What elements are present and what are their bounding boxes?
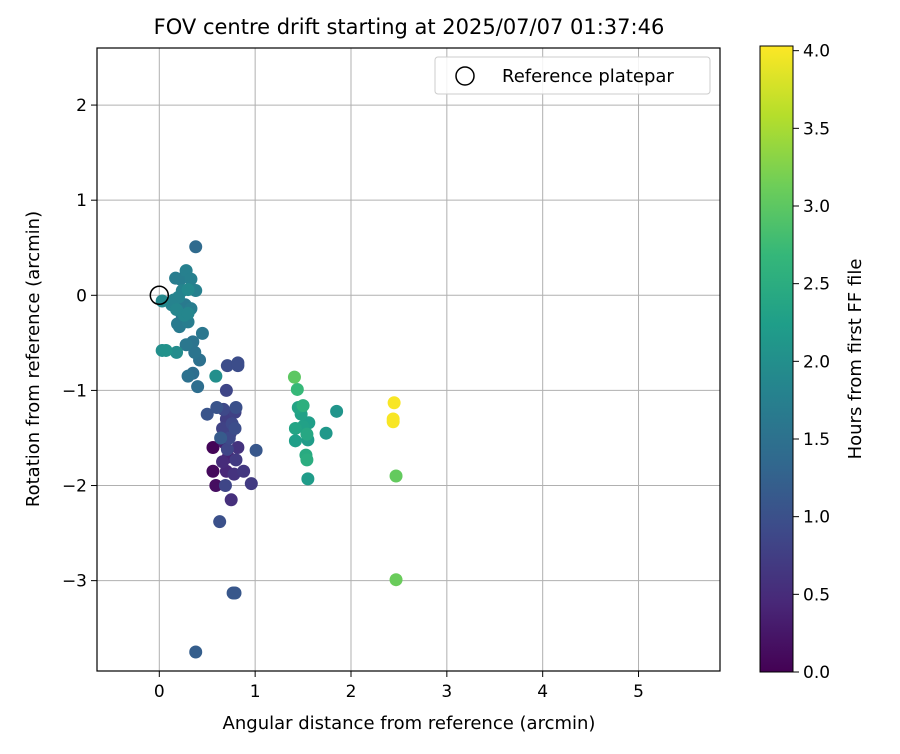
colorbar-tick-label: 3.5 <box>803 119 830 139</box>
x-tick-label: 4 <box>537 682 548 702</box>
data-point <box>237 464 251 478</box>
data-point <box>206 440 220 454</box>
colorbar-tick-label: 4.0 <box>803 42 830 62</box>
y-tick-label: −2 <box>62 477 87 497</box>
data-point <box>179 338 193 352</box>
legend-label: Reference platepar <box>502 66 674 87</box>
x-axis-label: Angular distance from reference (arcmin) <box>223 713 596 734</box>
data-point <box>184 272 198 286</box>
colorbar-tick-label: 2.5 <box>803 275 830 295</box>
x-axis-ticks: 0 1 2 3 4 5 <box>154 671 644 702</box>
colorbar-tick-label: 0.5 <box>803 585 830 605</box>
colorbar-gradient <box>759 45 794 673</box>
data-point <box>229 453 243 467</box>
colorbar-tick-label: 1.5 <box>803 430 830 450</box>
data-point <box>300 453 314 467</box>
data-point <box>188 345 202 359</box>
plot-frame <box>96 47 721 672</box>
data-point <box>220 442 234 456</box>
x-tick-label: 0 <box>154 682 165 702</box>
data-point <box>195 326 209 340</box>
legend-marker-open-circle <box>455 66 475 86</box>
colorbar: 0.0 0.5 1.0 1.5 2.0 2.5 3.0 3.5 4.0 Hours from f… <box>759 42 866 683</box>
data-point <box>224 493 238 507</box>
colorbar-tick-label: 3.0 <box>803 197 830 217</box>
data-point <box>220 359 234 373</box>
y-tick-label: 2 <box>76 96 87 116</box>
scatter-points <box>155 240 403 659</box>
data-point <box>249 443 263 457</box>
data-point <box>209 479 223 493</box>
data-point <box>231 440 245 454</box>
y-tick-label: −1 <box>62 381 87 401</box>
data-point <box>189 240 203 254</box>
data-point <box>206 464 220 478</box>
data-point <box>213 515 227 529</box>
x-tick-label: 1 <box>250 682 261 702</box>
colorbar-tick-label: 0.0 <box>803 663 830 683</box>
data-point <box>244 477 258 491</box>
y-tick-label: 0 <box>76 286 87 306</box>
colorbar-tick-label: 1.0 <box>803 508 830 528</box>
data-point <box>288 434 302 448</box>
data-point <box>159 343 173 357</box>
x-tick-label: 3 <box>441 682 452 702</box>
x-tick-label: 2 <box>346 682 357 702</box>
data-point <box>288 421 302 435</box>
legend-box <box>434 56 711 95</box>
colorbar-label: Hours from first FF file <box>845 259 866 460</box>
data-point <box>228 586 242 600</box>
colorbar-tick-label: 2.0 <box>803 352 830 372</box>
data-point <box>219 383 233 397</box>
data-point <box>214 431 228 445</box>
legend: Reference platepar <box>434 56 711 95</box>
data-point <box>389 573 403 587</box>
data-point <box>170 345 184 359</box>
data-point <box>191 380 205 394</box>
y-axis-ticks: 2 1 0 −1 −2 −3 <box>62 96 97 592</box>
data-point <box>300 427 314 441</box>
data-point <box>330 404 344 418</box>
data-point <box>231 356 245 370</box>
chart-title: FOV centre drift starting at 2025/07/07 … <box>154 15 665 39</box>
data-point <box>296 399 310 413</box>
reference-marker <box>149 285 170 306</box>
data-point <box>386 415 400 429</box>
data-point <box>290 382 304 396</box>
y-tick-label: 1 <box>76 191 87 211</box>
data-point <box>216 455 230 469</box>
data-point <box>319 426 333 440</box>
data-point <box>200 407 214 421</box>
data-point <box>287 370 301 384</box>
colorbar-ticks: 0.0 0.5 1.0 1.5 2.0 2.5 3.0 3.5 4.0 <box>793 42 830 683</box>
data-point <box>387 396 401 410</box>
data-point <box>181 283 195 297</box>
y-tick-label: −3 <box>62 572 87 592</box>
data-point <box>229 401 243 415</box>
data-point <box>181 306 195 320</box>
data-point <box>218 479 232 493</box>
data-point <box>210 401 224 415</box>
data-point <box>301 472 315 486</box>
data-point <box>228 421 242 435</box>
grid <box>97 48 720 671</box>
data-point <box>209 369 223 383</box>
data-point <box>181 369 195 383</box>
data-point <box>189 645 203 659</box>
x-tick-label: 5 <box>633 682 644 702</box>
data-point <box>389 469 403 483</box>
y-axis-label: Rotation from reference (arcmin) <box>23 211 44 507</box>
